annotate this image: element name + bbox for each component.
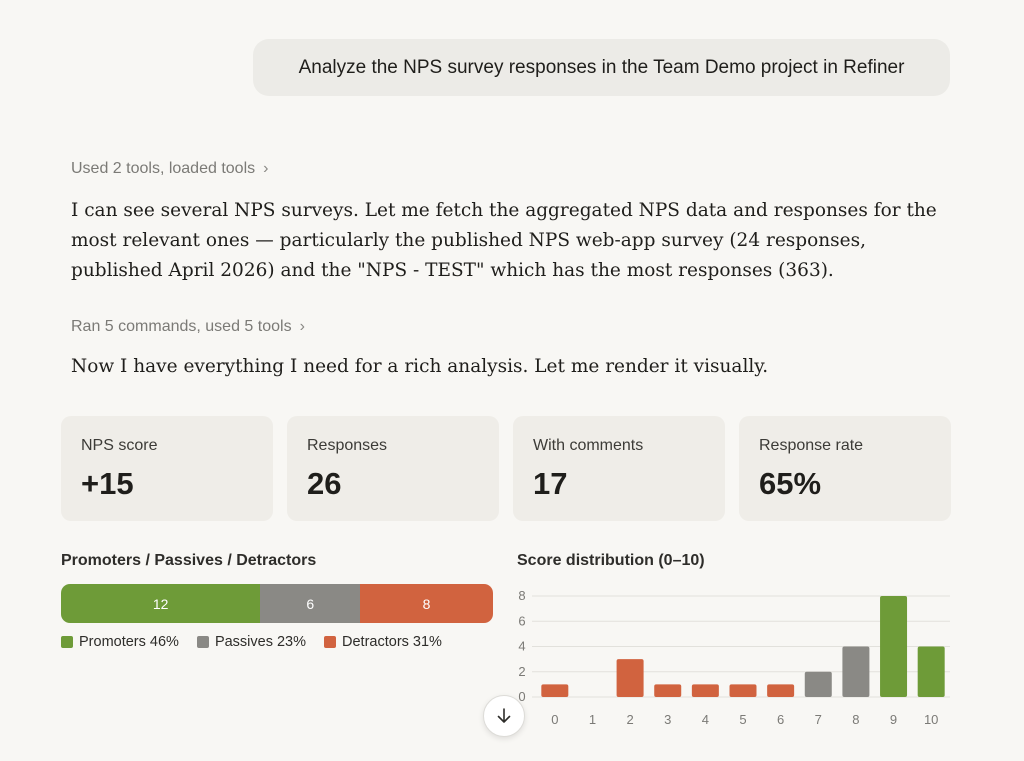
- tool-summary-text: Ran 5 commands, used 5 tools: [71, 318, 292, 335]
- nps-breakdown-bar: 12 6 8: [61, 584, 493, 623]
- x-tick-label: 5: [739, 712, 746, 727]
- bar-score-5: [729, 684, 757, 697]
- score-distribution-chart: 0 2 4 6 8 0 1 2 3 4 5 6 7 8 9 10: [518, 588, 950, 727]
- legend-label: Passives 23%: [214, 634, 307, 650]
- passives-count: 6: [306, 595, 315, 612]
- bar-score-9: [880, 596, 908, 697]
- tool-summary-toggle-2[interactable]: Ran 5 commands, used 5 tools ›: [71, 318, 305, 336]
- stat-value: 26: [307, 466, 342, 501]
- stat-card-responses: Responses 26: [287, 416, 499, 521]
- stat-label: With comments: [533, 437, 644, 454]
- bar-score-2: [616, 659, 644, 697]
- chart-title: Score distribution (0–10): [517, 552, 705, 569]
- legend-item-passives: Passives 23%: [196, 634, 307, 650]
- stat-label: Response rate: [759, 437, 864, 454]
- scroll-to-bottom-button[interactable]: [483, 695, 525, 737]
- y-tick-label: 2: [518, 664, 525, 679]
- bar-score-8: [842, 646, 870, 697]
- user-message-text: Analyze the NPS survey responses in the …: [298, 56, 905, 78]
- bar-score-10: [917, 646, 945, 697]
- stat-label: Responses: [307, 437, 388, 454]
- user-message-bubble: Analyze the NPS survey responses in the …: [253, 39, 950, 96]
- stat-card-response-rate: Response rate 65%: [739, 416, 951, 521]
- x-tick-label: 3: [664, 712, 671, 727]
- legend-item-promoters: Promoters 46%: [61, 634, 179, 650]
- assistant-paragraph-1: I can see several NPS surveys. Let me fe…: [71, 196, 951, 286]
- bar-score-6: [767, 684, 795, 697]
- stat-value: 17: [533, 466, 568, 501]
- y-tick-label: 0: [518, 689, 525, 704]
- assistant-paragraph-2: Now I have everything I need for a rich …: [71, 352, 951, 382]
- x-tick-label: 9: [890, 712, 897, 727]
- detractors-count: 8: [422, 595, 431, 612]
- passives-segment: 6: [260, 584, 361, 623]
- y-tick-label: 8: [518, 588, 525, 603]
- y-tick-label: 4: [518, 639, 525, 654]
- x-tick-label: 7: [815, 712, 822, 727]
- paragraph-text: Now I have everything I need for a rich …: [71, 356, 769, 377]
- bar-score-0: [541, 684, 569, 697]
- stat-value: 65%: [759, 466, 822, 501]
- legend-swatch: [196, 636, 209, 648]
- bar-score-3: [654, 684, 682, 697]
- legend-label: Detractors 31%: [342, 634, 442, 650]
- legend-label: Promoters 46%: [79, 634, 179, 650]
- bar-score-4: [691, 684, 719, 697]
- tool-summary-text: Used 2 tools, loaded tools: [71, 160, 256, 177]
- x-tick-label: 0: [551, 712, 558, 727]
- x-tick-label: 2: [626, 712, 633, 727]
- chevron-right-icon: ›: [263, 160, 269, 177]
- stat-card-nps-score: NPS score +15: [61, 416, 273, 521]
- paragraph-text: I can see several NPS surveys. Let me fe…: [71, 200, 937, 281]
- bar-score-7: [804, 671, 832, 697]
- stat-label: NPS score: [81, 437, 158, 454]
- tool-summary-toggle-1[interactable]: Used 2 tools, loaded tools ›: [71, 160, 268, 178]
- stat-value: +15: [81, 466, 134, 501]
- x-tick-label: 8: [852, 712, 859, 727]
- detractors-segment: 8: [360, 584, 493, 623]
- x-tick-label: 4: [702, 712, 709, 727]
- y-tick-label: 6: [518, 613, 525, 628]
- stat-card-with-comments: With comments 17: [513, 416, 725, 521]
- x-tick-label: 10: [924, 712, 938, 727]
- chevron-right-icon: ›: [299, 318, 305, 335]
- x-tick-label: 6: [777, 712, 784, 727]
- breakdown-legend: Promoters 46% Passives 23% Detractors 31…: [61, 634, 442, 650]
- arrow-down-icon: [497, 708, 511, 723]
- legend-swatch: [324, 636, 337, 648]
- x-tick-label: 1: [589, 712, 596, 727]
- legend-swatch: [61, 636, 73, 648]
- promoters-count: 12: [152, 595, 169, 612]
- promoters-segment: 12: [61, 584, 261, 623]
- legend-item-detractors: Detractors 31%: [324, 634, 442, 650]
- breakdown-title: Promoters / Passives / Detractors: [61, 552, 317, 569]
